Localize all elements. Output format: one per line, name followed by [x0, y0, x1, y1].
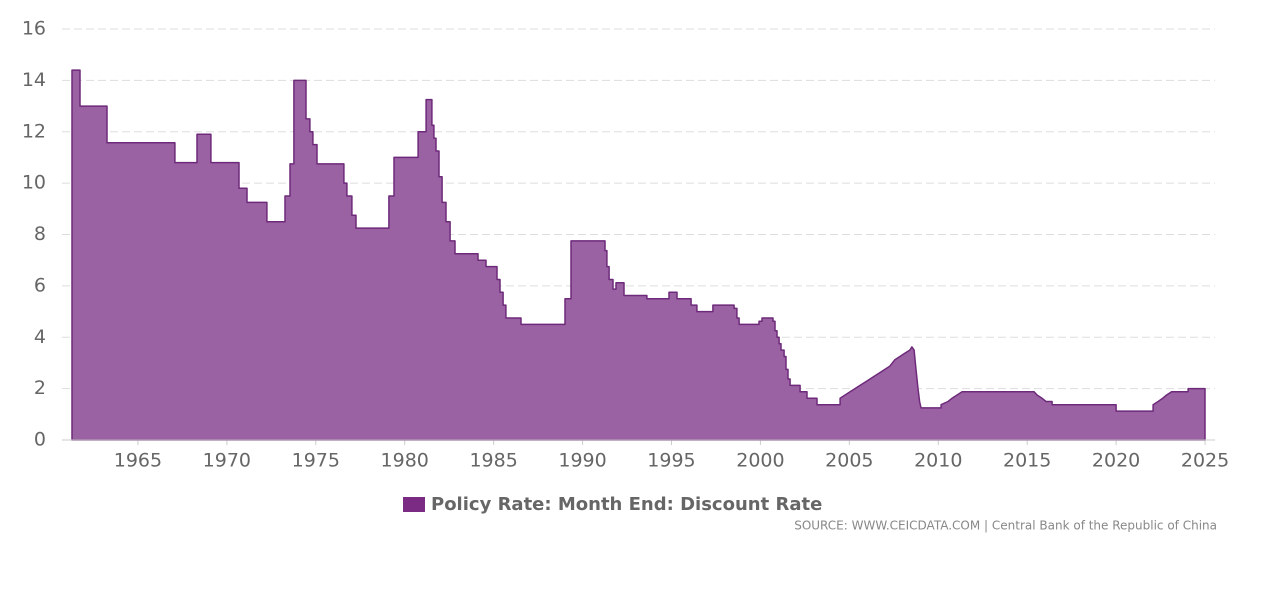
x-tick-label: 1965 — [114, 450, 162, 472]
y-tick-label: 12 — [22, 120, 46, 142]
x-tick-label: 2005 — [825, 450, 873, 472]
x-tick-label: 1985 — [469, 450, 517, 472]
y-tick-label: 16 — [22, 18, 46, 40]
y-tick-label: 6 — [34, 274, 46, 296]
x-tick-label: 2000 — [736, 450, 784, 472]
y-tick-label: 2 — [34, 377, 46, 399]
x-tick-label: 1975 — [292, 450, 340, 472]
x-tick-label: 1980 — [381, 450, 429, 472]
x-tick-label: 1990 — [558, 450, 606, 472]
x-tick-label: 2015 — [1003, 450, 1051, 472]
x-tick-label: 2010 — [914, 450, 962, 472]
x-tick-label: 2025 — [1181, 450, 1229, 472]
y-tick-label: 10 — [22, 172, 46, 194]
area — [71, 69, 1206, 441]
legend-swatch — [403, 497, 425, 512]
legend-label: Policy Rate: Month End: Discount Rate — [431, 494, 822, 515]
y-tick-label: 14 — [22, 69, 46, 91]
x-tick-label: 1970 — [203, 450, 251, 472]
y-tick-label: 0 — [34, 429, 46, 451]
y-tick-label: 8 — [34, 223, 46, 245]
source: SOURCE: WWW.CEICDATA.COM | Central Bank … — [794, 519, 1217, 533]
x-tick-label: 2020 — [1092, 450, 1140, 472]
y-tick-label: 4 — [34, 326, 46, 348]
x-tick-label: 1995 — [647, 450, 695, 472]
